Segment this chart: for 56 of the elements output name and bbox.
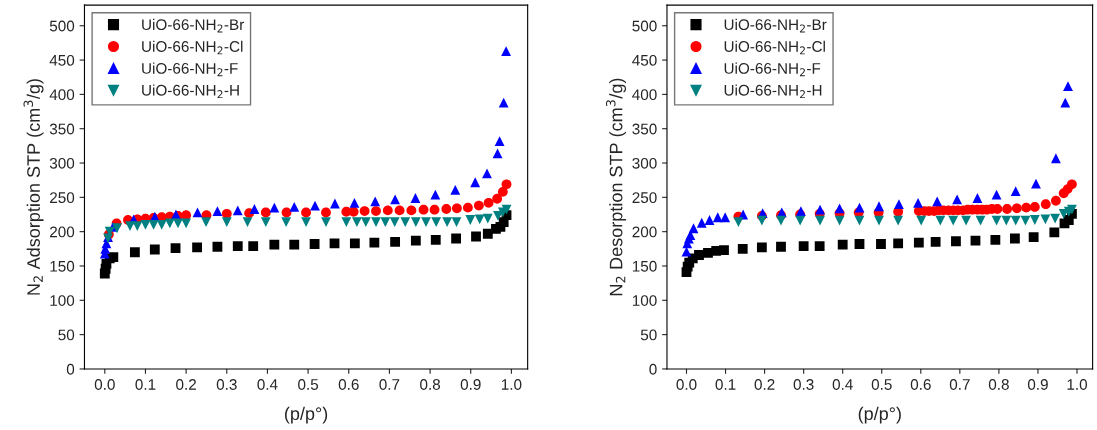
y-tick-label: 300 [632, 157, 657, 169]
legend-label: UiO-66-NH$_{2}$-Br [724, 18, 827, 33]
y-tick-label: 350 [632, 123, 657, 135]
y-tick-label: 500 [49, 20, 75, 32]
x-tick-label: 0.3 [216, 379, 237, 390]
x-tick-label: 0.0 [94, 379, 115, 390]
y-tick-label: 200 [50, 226, 75, 238]
x-tick-label: 0.7 [949, 379, 970, 390]
x-tick-label: 1.0 [501, 379, 522, 390]
x-axis-title: (p/p°) [285, 406, 328, 424]
x-tick-label: 0.5 [871, 379, 892, 390]
y-tick-label: 100 [50, 295, 75, 306]
y-tick-label: 0 [649, 363, 657, 375]
legend-label: UiO-66-NH$_{2}$-H [724, 84, 822, 99]
y-tick-label: 150 [632, 260, 657, 272]
x-tick-label: 0.6 [338, 379, 359, 390]
y-tick-label: 50 [640, 329, 657, 341]
x-tick-label: 0.2 [176, 379, 196, 390]
x-tick-label: 0.8 [988, 379, 1009, 390]
x-tick-label: 1.0 [1067, 379, 1088, 390]
legend-label: UiO-66-NH$_{2}$-Cl [142, 40, 243, 55]
legend-label: UiO-66-NH$_{2}$-Cl [724, 40, 825, 55]
y-tick-label: 450 [49, 54, 75, 66]
y-tick-label: 100 [632, 295, 657, 306]
y-tick-label: 350 [49, 123, 75, 135]
legend-label: UiO-66-NH$_{2}$-Br [142, 18, 245, 33]
y-tick-label: 150 [50, 260, 75, 272]
y-axis-title: N$_{2}$ Desorption STP (cm$^{3}$/g) [605, 78, 627, 296]
legend-label: UiO-66-NH$_{2}$-F [724, 62, 821, 77]
legend-label: UiO-66-NH$_{2}$-F [142, 62, 238, 77]
y-tick-label: 500 [632, 20, 657, 32]
y-tick-label: 0 [66, 363, 75, 375]
y-tick-label: 400 [49, 89, 75, 101]
y-tick-label: 50 [58, 329, 75, 341]
x-tick-label: 0.6 [910, 379, 931, 390]
x-tick-label: 0.5 [298, 379, 319, 390]
x-tick-label: 0.3 [793, 379, 814, 390]
x-tick-label: 0.2 [754, 379, 775, 390]
x-axis-title: (p/p°) [858, 406, 901, 424]
legend-label: UiO-66-NH$_{2}$-H [142, 84, 239, 99]
y-tick-label: 300 [49, 157, 75, 169]
y-tick-label: 250 [632, 192, 657, 204]
x-tick-label: 0.0 [676, 379, 697, 390]
y-tick-label: 400 [632, 89, 657, 101]
x-tick-label: 0.4 [257, 379, 278, 390]
x-tick-label: 0.1 [715, 379, 736, 390]
x-tick-label: 0.9 [1027, 379, 1048, 390]
y-tick-label: 200 [632, 226, 657, 238]
y-axis-title: N$_{2}$ Adsorption STP (cm$^{3}$/g) [23, 79, 44, 295]
y-tick-label: 450 [632, 54, 657, 66]
x-tick-label: 0.1 [135, 379, 156, 390]
x-tick-label: 0.8 [420, 379, 441, 390]
x-tick-label: 0.7 [379, 379, 400, 390]
y-tick-label: 250 [50, 192, 75, 204]
x-tick-label: 0.9 [460, 379, 481, 390]
x-tick-label: 0.4 [832, 379, 853, 390]
